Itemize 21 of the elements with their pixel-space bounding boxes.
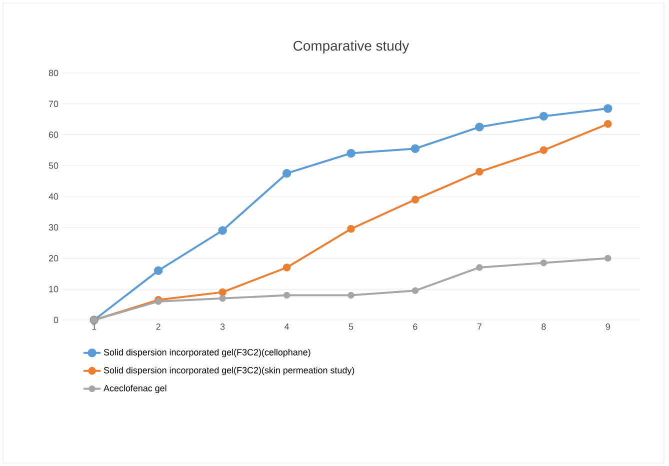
x-tick-label: 8 — [542, 324, 546, 330]
y-tick-label: 10 — [49, 286, 58, 292]
y-tick-label: 80 — [48, 70, 58, 76]
x-tick-label: 5 — [348, 324, 354, 330]
x-tick-label: 9 — [606, 324, 610, 330]
y-tick-label: 20 — [48, 255, 58, 262]
y-tick-label: 40 — [48, 193, 58, 200]
y-tick-label: 30 — [48, 224, 58, 231]
x-tick-label: 4 — [284, 324, 290, 330]
legend-label: Solid dispersion incorporated gel(F3C2)(cellophane) — [104, 348, 310, 358]
x-tick-label: 6 — [413, 324, 418, 330]
x-tick-label: 2 — [156, 324, 160, 330]
x-tick-label: 3 — [220, 324, 225, 330]
chart-title: Comparative study — [294, 40, 410, 54]
legend-label: Aceclofenac gel — [104, 384, 166, 394]
y-tick-label: 50 — [48, 162, 58, 169]
legend-label: Solid dispersion incorporated gel(F3C2)(skin permeation study) — [104, 366, 354, 376]
y-tick-label: 60 — [48, 132, 58, 138]
y-tick-label: 70 — [48, 100, 58, 108]
y-tick-label: 0 — [54, 316, 58, 324]
x-tick-label: 7 — [477, 324, 482, 330]
